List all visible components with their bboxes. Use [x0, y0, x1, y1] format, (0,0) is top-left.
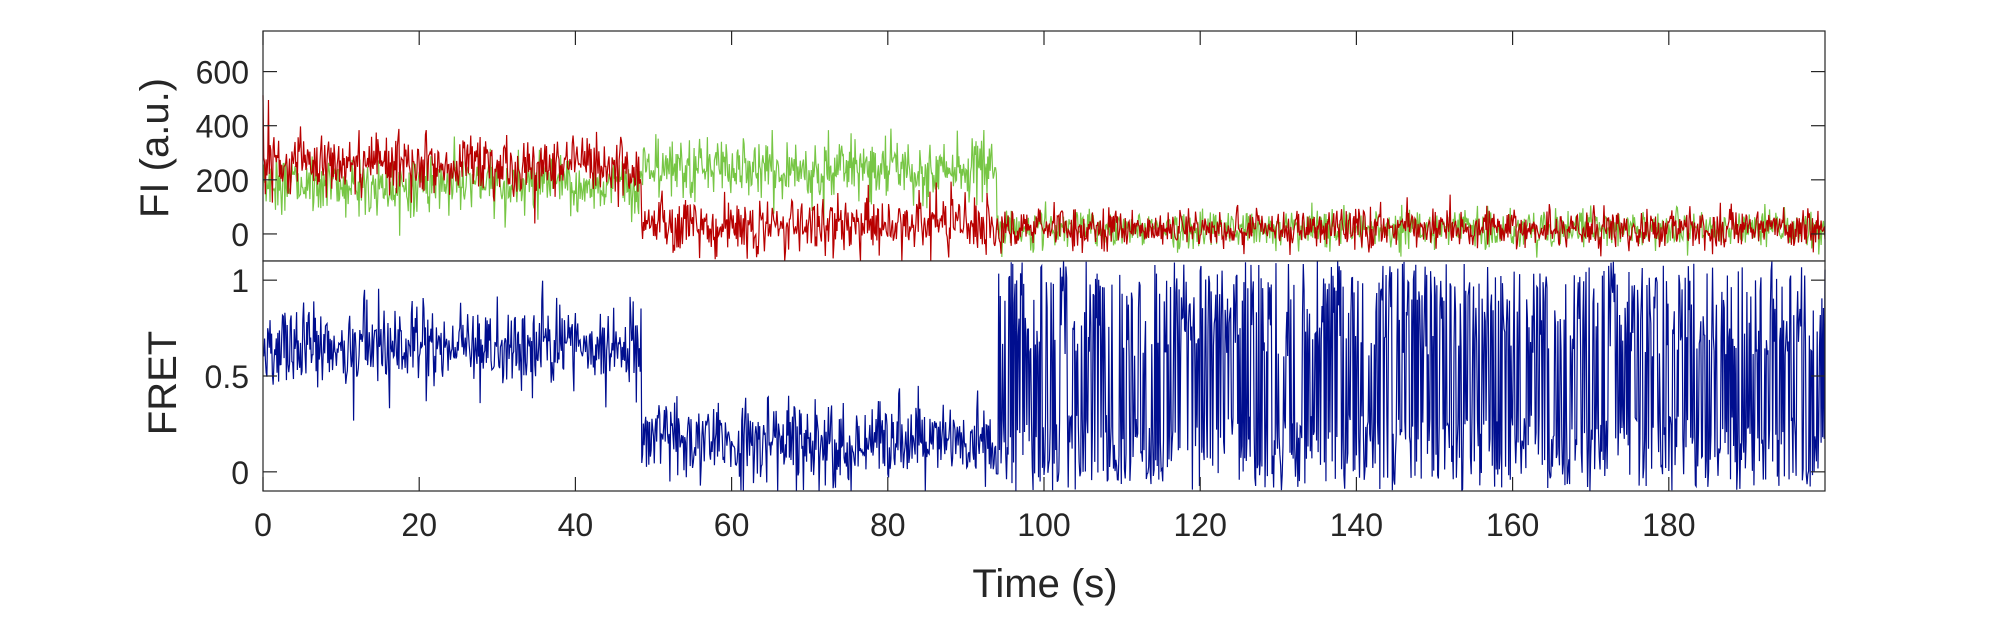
intensity-y-tick-label: 600 [196, 55, 249, 91]
time-x-tick-label: 0 [254, 507, 272, 543]
time-x-tick-label: 140 [1330, 507, 1383, 543]
fret-panel: 00.51 0 20 40 60 80 100 120 140 160 180 FRET Time… [141, 31, 1826, 606]
intensity-panel: 0 200 400 600 FI (a.u.) [133, 30, 1826, 262]
time-x-tick-label: 120 [1174, 507, 1227, 543]
intensity-y-tick-label: 400 [196, 109, 249, 145]
time-x-tick-label: 100 [1017, 507, 1070, 543]
fret-y-ticks: 00.51 [205, 263, 1825, 491]
time-x-ticks: 0 20 40 60 80 100 120 140 160 180 [254, 31, 1695, 543]
intensity-y-tick-label: 0 [231, 217, 249, 253]
fret-traces [262, 261, 1826, 492]
time-x-tick-label: 180 [1642, 507, 1695, 543]
time-x-tick-label: 160 [1486, 507, 1539, 543]
fret-y-tick-label: 0.5 [205, 359, 249, 395]
time-x-tick-label: 40 [558, 507, 594, 543]
fret-y-tick-label: 0 [231, 455, 249, 491]
intensity-y-ticks: 0 200 400 600 [196, 55, 1825, 253]
intensity-traces [262, 95, 1826, 262]
time-x-tick-label: 80 [870, 507, 906, 543]
intensity-y-axis-label: FI (a.u.) [133, 78, 177, 218]
intensity-y-tick-label: 200 [196, 163, 249, 199]
time-x-axis-label: Time (s) [972, 562, 1117, 606]
fret-trace [262, 261, 1826, 492]
time-x-tick-label: 60 [714, 507, 750, 543]
time-x-tick-label: 20 [401, 507, 437, 543]
fret-y-axis-label: FRET [141, 331, 185, 435]
acceptor-trace [262, 95, 1826, 262]
fret-y-tick-label: 1 [231, 263, 249, 299]
